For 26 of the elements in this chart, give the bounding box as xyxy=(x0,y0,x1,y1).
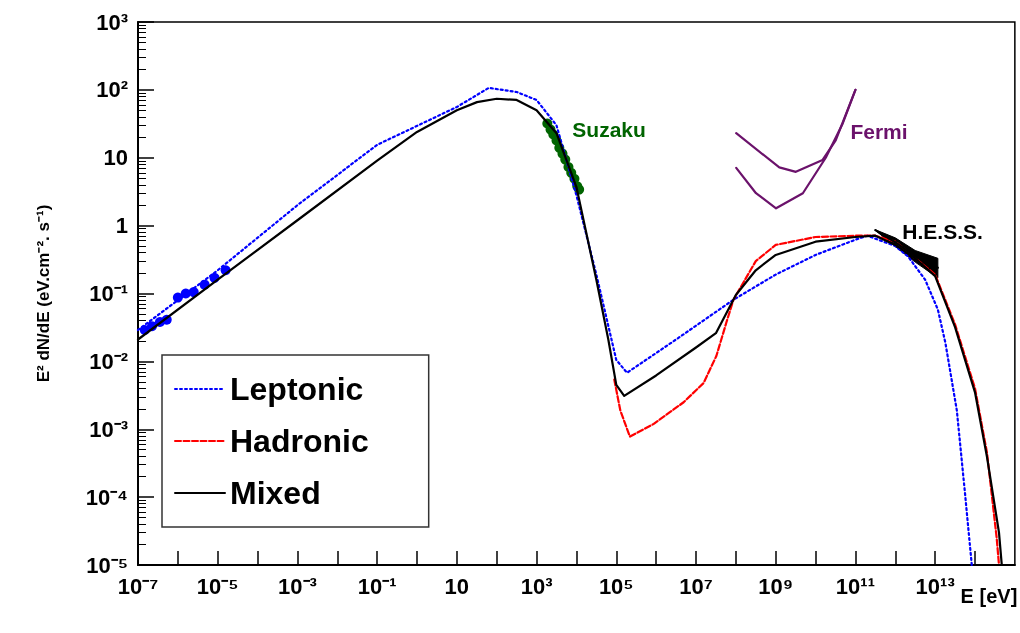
annotation: Suzaku xyxy=(572,118,646,142)
x-tick-label: 10¹³ xyxy=(915,573,955,599)
x-tick-label: 10 xyxy=(444,573,470,599)
x-axis-title: E [eV] xyxy=(960,585,1018,607)
x-tick-label: 10⁻¹ xyxy=(357,573,397,599)
x-tick-label: 10⁹ xyxy=(758,573,794,599)
annotation: H.E.S.S. xyxy=(902,220,983,244)
x-tick-label: 10¹¹ xyxy=(835,573,875,599)
x-tick-label: 10⁵ xyxy=(598,573,634,599)
annotation: Fermi xyxy=(850,119,908,143)
y-tick-label: 10 xyxy=(103,145,128,171)
y-tick-label: 10⁻⁴ xyxy=(85,484,128,510)
legend-label: Leptonic xyxy=(230,371,364,407)
legend-label: Mixed xyxy=(230,475,321,511)
y-tick-label: 10² xyxy=(96,77,128,103)
y-tick-label: 10⁻³ xyxy=(89,416,128,442)
x-tick-label: 10⁷ xyxy=(679,573,713,599)
legend-label: Hadronic xyxy=(230,423,369,459)
y-tick-label: 10⁻¹ xyxy=(89,281,128,306)
y-tick-label: 10⁻² xyxy=(89,348,128,374)
x-tick-label: 10⁻³ xyxy=(278,573,317,599)
x-tick-label: 10³ xyxy=(520,573,553,599)
y-tick-label: 1 xyxy=(115,213,128,239)
y-tick-label: 10³ xyxy=(96,9,128,35)
y-axis-title: E² dN/dE (eV.cm⁻². s⁻¹) xyxy=(34,204,53,383)
x-tick-label: 10⁻⁵ xyxy=(196,573,239,599)
